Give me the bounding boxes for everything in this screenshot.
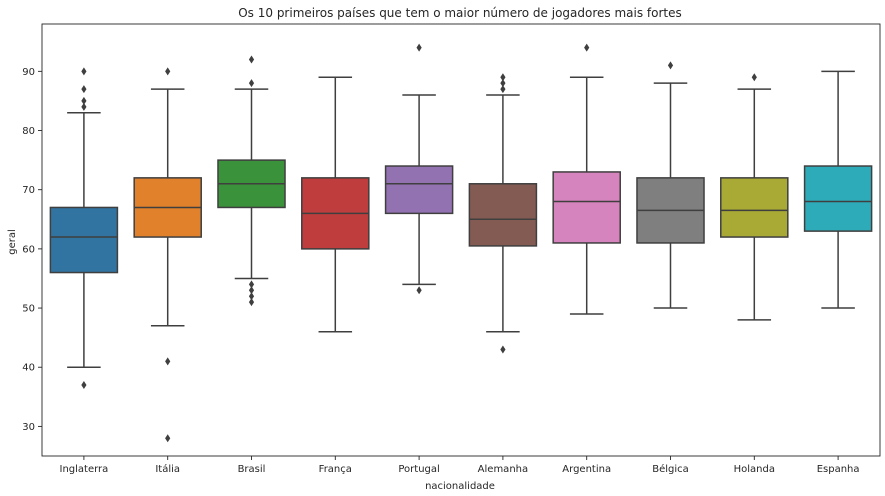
plot-frame [41,23,881,457]
outlier-point [81,85,87,94]
x-tick-label: Argentina [562,464,611,475]
outlier-point [584,43,590,52]
outlier-point [500,73,506,82]
x-tick-label: Inglaterra [60,464,109,475]
box-Argentina [552,171,621,244]
outlier-point [416,286,422,295]
x-axis-title: nacionalidade [425,481,495,492]
outlier-point [248,280,255,289]
y-tick-label: 80 [22,126,35,137]
outlier-point [165,434,171,443]
box-Portugal [384,165,454,215]
x-tick-label: Brasil [238,464,266,475]
box-Espanha [803,165,873,232]
y-tick-label: 60 [22,244,35,255]
x-tick-label: Espanha [817,464,860,475]
outlier-point [81,380,87,389]
x-tick-label: Itália [155,463,180,475]
box-Holanda [720,177,789,238]
box-Alemanha [468,183,538,247]
x-tick-label: Holanda [734,464,775,475]
outlier-point [248,298,255,307]
x-tick-label: Portugal [398,464,439,475]
x-tick-label: Bélgica [652,463,689,475]
outlier-point [248,292,255,301]
outlier-point [248,55,255,64]
y-tick-label: 70 [22,185,35,196]
y-axis-title: geral [7,229,18,255]
chart-title: Os 10 primeiros países que tem o maior n… [238,6,682,20]
y-tick-label: 50 [22,304,35,315]
y-tick-label: 30 [22,422,35,433]
x-tick-label: França [319,464,352,475]
y-tick-label: 90 [22,67,35,78]
outlier-point [751,73,757,82]
box-Inglaterra [49,206,119,274]
x-tick-label: Alemanha [478,464,528,475]
outlier-point [81,102,87,111]
outlier-point [165,67,171,76]
y-tick-label: 40 [22,363,35,374]
outlier-point [416,43,422,52]
outlier-point [500,79,506,88]
outlier-point [81,67,87,76]
outlier-point [500,345,506,354]
outlier-point [248,286,255,295]
outlier-point [165,357,171,366]
outlier-point [667,61,674,70]
outlier-point [500,85,506,94]
outlier-point [248,79,255,88]
outlier-point [81,96,87,105]
plot-area: 30 40 50 60 70 80 90 Inglaterra Itália Brasil Fran… [22,23,881,475]
